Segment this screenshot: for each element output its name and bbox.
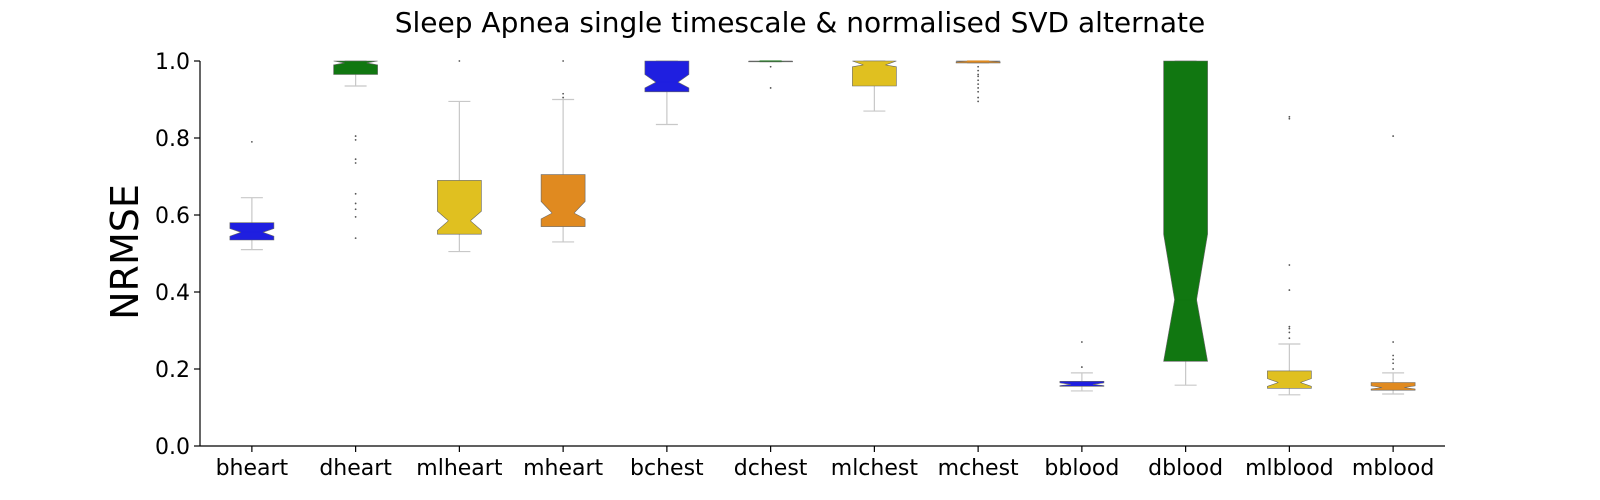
box-bblood (1059, 380, 1105, 387)
outlier-point (1288, 264, 1291, 266)
box-mlheart (437, 180, 482, 235)
box-mlblood (1267, 370, 1312, 389)
outlier-point (1288, 117, 1291, 120)
outlier-point (1392, 362, 1395, 365)
x-tick-label: dchest (734, 456, 808, 481)
x-tick-label: mlblood (1245, 456, 1334, 481)
box-mblood (1370, 382, 1416, 391)
outlier-point (354, 208, 357, 211)
x-tick-label: mblood (1352, 456, 1434, 481)
y-tick-label: 0.2 (155, 358, 190, 383)
x-tick-label: mlheart (416, 456, 503, 481)
x-tick-label: dblood (1148, 456, 1223, 481)
box-mlchest (852, 60, 897, 87)
x-tick-label: bchest (630, 456, 704, 481)
outlier-point (977, 65, 980, 68)
outlier-point (458, 60, 461, 62)
outlier-point (769, 65, 772, 68)
y-tick-label: 0.4 (155, 281, 190, 306)
x-tick-label: mlchest (831, 456, 919, 481)
outlier-point (1080, 341, 1083, 343)
outlier-point (1288, 325, 1291, 328)
outlier-point (977, 100, 980, 103)
outlier-point (562, 92, 565, 95)
outlier-point (354, 135, 357, 137)
outlier-point (1080, 366, 1083, 368)
outlier-point (562, 60, 565, 62)
outlier-point (977, 73, 980, 76)
x-tick-label: bblood (1044, 456, 1119, 481)
y-tick-label: 0.6 (155, 204, 190, 229)
y-axis-label: NRMSE (103, 184, 147, 320)
y-tick-label: 1.0 (155, 50, 190, 75)
box-bheart (229, 222, 275, 241)
outlier-point (977, 75, 980, 78)
outlier-point (1288, 331, 1291, 334)
box-dheart (333, 60, 378, 75)
x-tick-label: bheart (216, 456, 289, 481)
outlier-point (1288, 327, 1291, 330)
outlier-point (977, 96, 980, 99)
outlier-point (1392, 358, 1395, 361)
outlier-point (977, 87, 980, 89)
outlier-point (977, 69, 980, 72)
y-tick-label: 0.8 (155, 127, 190, 152)
outlier-point (977, 83, 980, 85)
outlier-point (354, 139, 357, 141)
outlier-point (562, 96, 565, 99)
outlier-point (1392, 354, 1395, 357)
outlier-point (1392, 135, 1395, 137)
x-tick-label: dheart (319, 456, 392, 481)
box-dblood (1163, 60, 1208, 362)
box-bchest (644, 60, 690, 93)
outlier-point (769, 87, 772, 89)
y-tick-label: 0.0 (155, 435, 190, 460)
outlier-point (1288, 337, 1291, 340)
outlier-point (354, 237, 357, 240)
chart-title: Sleep Apnea single timescale & normalise… (395, 6, 1206, 39)
box-mheart (540, 174, 586, 227)
outlier-point (354, 158, 357, 161)
outlier-point (1392, 341, 1395, 343)
outlier-point (1288, 115, 1291, 118)
outlier-point (977, 90, 980, 93)
outlier-point (250, 140, 253, 143)
x-tick-label: mchest (938, 456, 1019, 481)
outlier-point (354, 162, 357, 164)
outlier-point (354, 216, 357, 218)
outlier-point (354, 192, 357, 195)
outlier-point (977, 79, 980, 82)
outlier-point (1288, 289, 1291, 291)
x-tick-label: mheart (523, 456, 603, 481)
outlier-point (1392, 368, 1395, 370)
plot-area: 0.0 0.2 0.4 0.6 0.8 1.0 bheart dheart mlheart mhe… (155, 50, 1445, 481)
outlier-point (354, 202, 357, 205)
